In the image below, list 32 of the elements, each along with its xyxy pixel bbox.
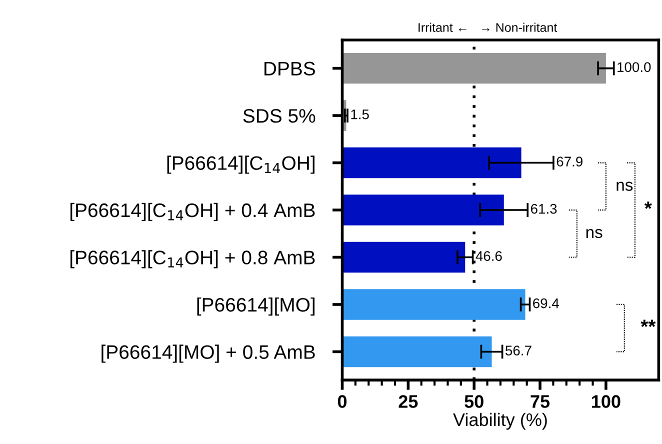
x-axis-title: Viability (%) xyxy=(453,412,547,430)
x-tick-label: 100 xyxy=(592,395,620,408)
data-label: 46.6 xyxy=(476,251,502,261)
y-tick-label: [P66614][C$_{14}$OH] xyxy=(167,156,314,174)
x-tick-label: 0 xyxy=(338,395,347,408)
x-tick-label: 75 xyxy=(530,395,550,408)
data-label: 1.5 xyxy=(351,110,369,120)
x-tick-label: 50 xyxy=(464,395,484,408)
bar xyxy=(342,336,492,368)
annotation: * xyxy=(644,202,652,209)
x-tick-label: 25 xyxy=(398,395,418,408)
text: → Non-irritant xyxy=(482,22,558,32)
bar xyxy=(342,242,466,273)
annotation: ** xyxy=(640,320,656,327)
y-tick-label: [P66614][C$_{14}$OH] + 0.8 AmB xyxy=(70,250,315,268)
y-tick-label: DPBS xyxy=(264,62,315,76)
text: Irritant ← xyxy=(418,22,466,32)
y-tick-label: SDS 5% xyxy=(243,109,316,123)
annotation: ns xyxy=(616,182,633,191)
bar xyxy=(342,147,522,178)
bar xyxy=(342,194,504,226)
y-tick-label: [P66614][C$_{14}$OH] + 0.4 AmB xyxy=(70,202,315,222)
bar xyxy=(342,289,526,320)
data-label: 56.7 xyxy=(506,346,532,356)
y-tick-label: [P66614][MO] xyxy=(197,297,314,316)
y-tick-label: [P66614][MO] + 0.5 AmB xyxy=(102,344,315,363)
data-label: 69.4 xyxy=(533,298,560,308)
data-label: 61.3 xyxy=(530,204,557,214)
data-label: 100.0 xyxy=(618,62,651,72)
data-label: 67.9 xyxy=(556,156,582,167)
annotation: ns xyxy=(586,228,602,238)
bar xyxy=(342,52,606,84)
